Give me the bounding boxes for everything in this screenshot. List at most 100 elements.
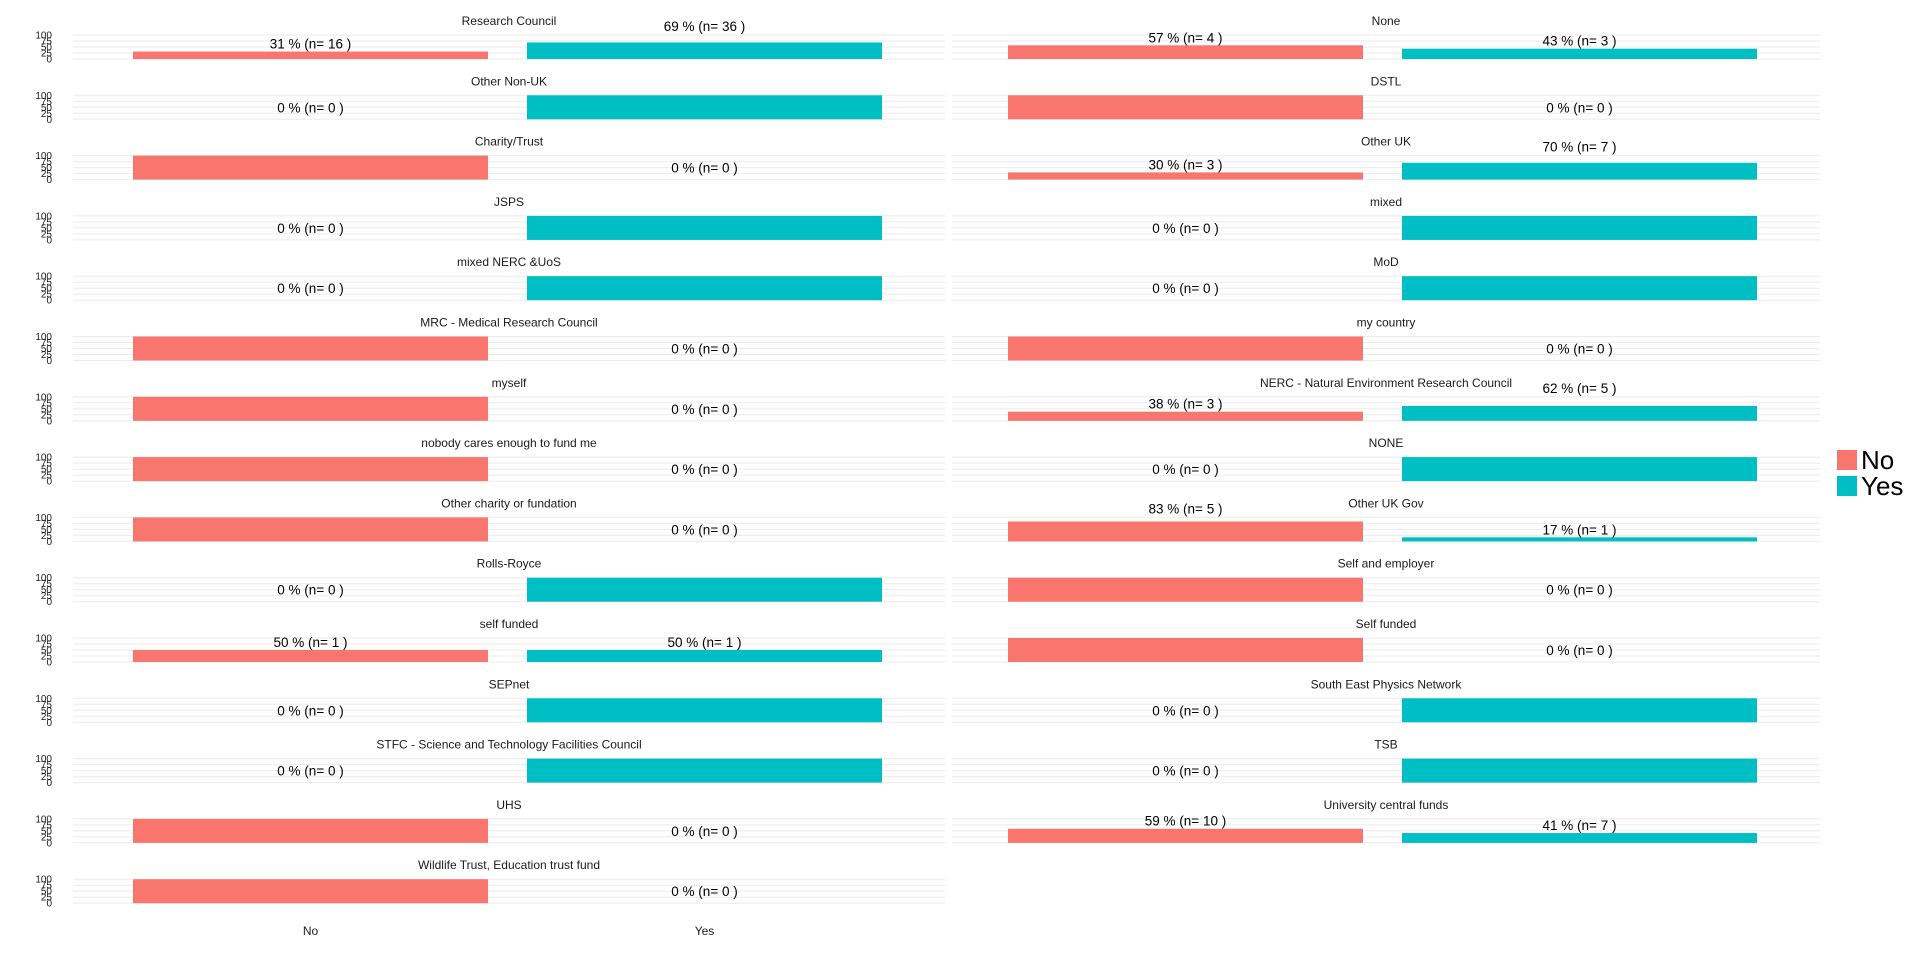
panel-title: Self funded (1356, 617, 1417, 631)
bar-no (133, 396, 488, 421)
panel-title: Research Council (462, 14, 557, 28)
y-tick-label: 100 (35, 272, 52, 283)
y-tick-label: 100 (35, 814, 52, 825)
panel-title: JSPS (494, 195, 524, 209)
bar-value-label: 30 % (n= 3 ) (1149, 157, 1223, 172)
y-tick-label: 100 (35, 453, 52, 464)
y-tick-label: 25 (41, 531, 53, 542)
bar-yes (527, 650, 882, 662)
panel-title: Charity/Trust (475, 135, 544, 149)
y-tick-label: 50 (41, 826, 53, 837)
legend-label: Yes (1861, 471, 1903, 501)
bar-value-label: 0 % (n= 0 ) (671, 342, 737, 357)
panel-title: NONE (1369, 436, 1404, 450)
bar-yes (1402, 405, 1757, 421)
bar-yes (1402, 698, 1757, 723)
y-tick-label: 0 (46, 718, 52, 729)
y-tick-label: 50 (41, 525, 53, 536)
y-tick-label: 50 (41, 284, 53, 295)
panel-title: Other charity or fundation (441, 496, 576, 510)
bar-yes (527, 758, 882, 783)
y-tick-label: 100 (35, 875, 52, 886)
bar-yes (1402, 457, 1757, 482)
y-tick-label: 75 (41, 97, 53, 108)
y-tick-label: 100 (35, 573, 52, 584)
bar-yes (527, 42, 882, 59)
y-tick-label: 75 (41, 37, 53, 48)
y-tick-label: 100 (35, 754, 52, 765)
y-tick-label: 0 (46, 296, 52, 307)
bar-no (1008, 577, 1363, 602)
panel-title: STFC - Science and Technology Facilities… (376, 738, 641, 752)
y-tick-label: 25 (41, 290, 53, 301)
y-tick-label: 75 (41, 519, 53, 530)
y-tick-label: 25 (41, 350, 53, 361)
y-tick-label: 50 (41, 766, 53, 777)
bar-no (1008, 521, 1363, 542)
bar-yes (527, 95, 882, 120)
y-tick-label: 0 (46, 55, 52, 66)
panel-title: self funded (480, 617, 539, 631)
bar-yes (1402, 162, 1757, 180)
y-tick-label: 50 (41, 163, 53, 174)
bar-value-label: 0 % (n= 0 ) (277, 764, 343, 779)
bar-value-label: 31 % (n= 16 ) (270, 37, 351, 52)
y-tick-label: 75 (41, 820, 53, 831)
y-tick-label: 0 (46, 778, 52, 789)
bar-value-label: 0 % (n= 0 ) (671, 884, 737, 899)
bar-no (133, 650, 488, 662)
y-tick-label: 75 (41, 338, 53, 349)
bar-value-label: 0 % (n= 0 ) (671, 161, 737, 176)
y-tick-label: 100 (35, 694, 52, 705)
bar-value-label: 38 % (n= 3 ) (1149, 397, 1223, 412)
y-tick-label: 50 (41, 706, 53, 717)
panel-title: Wildlife Trust, Education trust fund (418, 858, 600, 872)
y-tick-label: 50 (41, 646, 53, 657)
bar-no (1008, 95, 1363, 120)
panel-title: Other UK (1361, 135, 1411, 149)
panel-title: South East Physics Network (1311, 677, 1463, 691)
bar-yes (527, 698, 882, 723)
y-tick-label: 25 (41, 169, 53, 180)
bar-value-label: 0 % (n= 0 ) (671, 522, 737, 537)
bar-no (1008, 828, 1363, 843)
panel-title: Other Non-UK (471, 74, 547, 88)
y-tick-label: 0 (46, 356, 52, 367)
bar-no (133, 818, 488, 843)
bar-no (133, 457, 488, 482)
y-tick-label: 0 (46, 175, 52, 186)
y-tick-label: 75 (41, 157, 53, 168)
y-tick-label: 25 (41, 712, 53, 723)
y-tick-label: 100 (35, 211, 52, 222)
y-tick-label: 0 (46, 838, 52, 849)
bar-value-label: 0 % (n= 0 ) (1546, 583, 1612, 598)
y-tick-label: 0 (46, 115, 52, 126)
bar-no (1008, 45, 1363, 59)
bar-yes (1402, 215, 1757, 240)
bar-value-label: 50 % (n= 1 ) (274, 635, 348, 650)
y-tick-label: 50 (41, 223, 53, 234)
bar-value-label: 0 % (n= 0 ) (1152, 462, 1218, 477)
bar-yes (1402, 537, 1757, 542)
y-tick-label: 75 (41, 881, 53, 892)
y-tick-label: 75 (41, 217, 53, 228)
panel-title: None (1372, 14, 1401, 28)
y-tick-label: 75 (41, 579, 53, 590)
y-tick-label: 50 (41, 887, 53, 898)
bar-value-label: 0 % (n= 0 ) (671, 402, 737, 417)
panel-title: DSTL (1371, 74, 1402, 88)
y-tick-label: 100 (35, 392, 52, 403)
y-tick-label: 25 (41, 49, 53, 60)
y-tick-label: 25 (41, 109, 53, 120)
bar-value-label: 0 % (n= 0 ) (1152, 281, 1218, 296)
y-tick-label: 100 (35, 513, 52, 524)
bar-value-label: 69 % (n= 36 ) (664, 19, 745, 34)
y-tick-label: 25 (41, 410, 53, 421)
bar-value-label: 0 % (n= 0 ) (1152, 221, 1218, 236)
bar-value-label: 0 % (n= 0 ) (1546, 643, 1612, 658)
panel-title: Rolls-Royce (477, 557, 542, 571)
bar-value-label: 0 % (n= 0 ) (1152, 703, 1218, 718)
y-tick-label: 75 (41, 459, 53, 470)
y-tick-label: 0 (46, 477, 52, 488)
